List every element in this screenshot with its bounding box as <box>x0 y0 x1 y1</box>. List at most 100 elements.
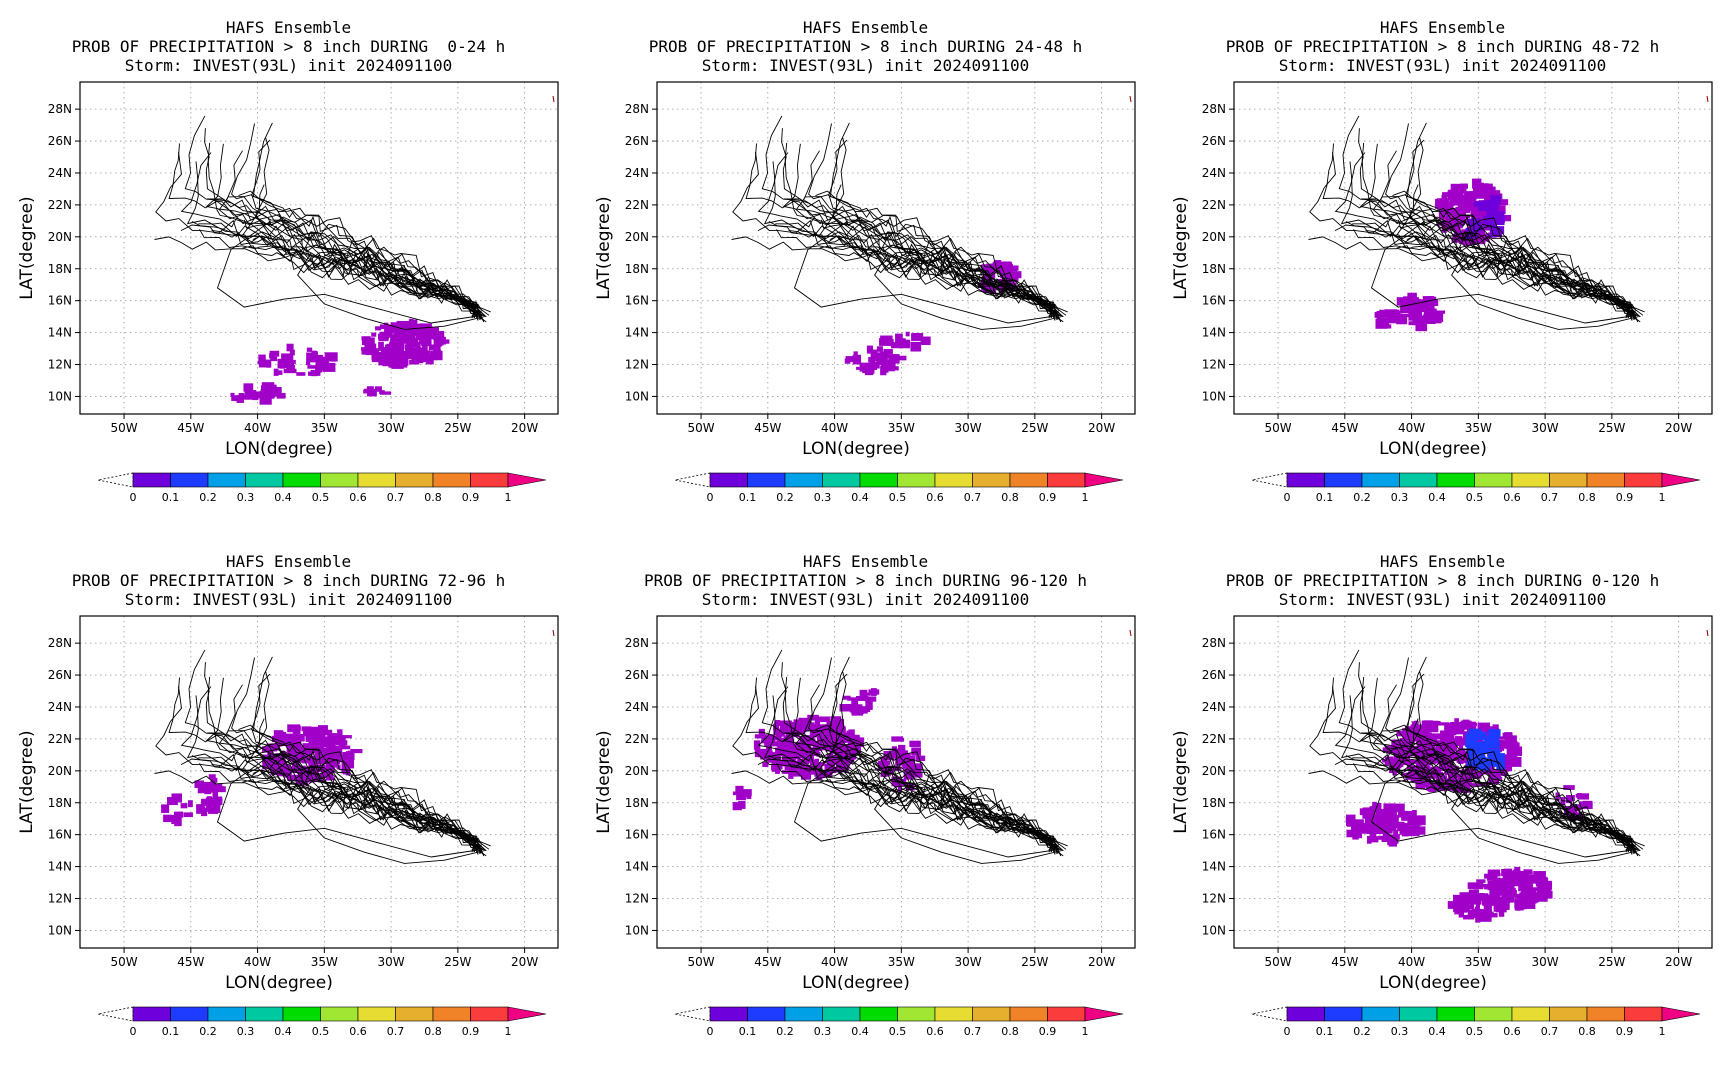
precip-cell <box>307 365 320 369</box>
lat-tick-label: 18N <box>1202 262 1226 276</box>
colorbar-label: 0 <box>707 491 714 504</box>
lat-tick-label: 20N <box>48 764 72 778</box>
precip-cell <box>262 761 275 770</box>
precip-cell <box>1477 722 1490 732</box>
precip-cell <box>1423 720 1433 727</box>
lat-tick-label: 22N <box>1202 198 1226 212</box>
precip-cell <box>284 770 292 774</box>
precip-cell <box>880 335 893 345</box>
track-line <box>1334 152 1644 316</box>
precip-cell <box>809 730 817 738</box>
precip-cell <box>916 755 926 762</box>
track-line <box>1385 657 1633 853</box>
precip-cell <box>1354 823 1361 831</box>
precip-cell <box>335 753 342 761</box>
precip-cell <box>1379 319 1390 328</box>
precip-cell <box>265 388 278 396</box>
y-axis-label: LAT(degree) <box>17 730 37 833</box>
colorbar-label: 0.5 <box>312 491 330 504</box>
precip-cell <box>1416 779 1422 786</box>
precip-cell <box>1003 263 1013 270</box>
precip-cell <box>1429 299 1436 306</box>
precip-cell <box>802 741 808 752</box>
precip-cell <box>865 696 877 702</box>
track-line <box>1334 686 1644 850</box>
precip-cell <box>1369 806 1376 815</box>
precip-cell <box>1415 826 1426 835</box>
precip-cell <box>301 726 312 732</box>
precip-cell-high <box>1471 745 1483 753</box>
precip-cell <box>1503 870 1515 875</box>
precip-cell <box>1442 754 1453 760</box>
precip-cell <box>1350 821 1357 832</box>
colorbar-swatch <box>1047 472 1086 488</box>
precip-cell <box>830 716 842 727</box>
precip-cell <box>1009 271 1022 279</box>
precip-cell <box>776 763 782 769</box>
precip-cell <box>865 701 873 710</box>
precip-cell <box>1412 745 1424 756</box>
precip-cell <box>1523 895 1533 900</box>
precip-cell <box>380 353 391 358</box>
precip-cell <box>391 341 400 347</box>
track-line <box>184 649 478 852</box>
precip-cell <box>766 743 772 751</box>
colorbar-label: 0.7 <box>964 491 982 504</box>
lat-tick-label: 12N <box>1202 892 1226 906</box>
precip-cell <box>1451 186 1463 197</box>
lon-tick-label: 20W <box>511 955 538 969</box>
precip-cell <box>1447 901 1461 909</box>
lat-tick-label: 24N <box>625 700 649 714</box>
precip-cell <box>1430 733 1443 740</box>
precip-cell <box>899 748 906 756</box>
precip-cell <box>375 326 382 331</box>
colorbar-swatch <box>282 472 321 488</box>
precip-cell <box>767 750 773 756</box>
colorbar-swatch <box>1511 472 1550 488</box>
precip-cell <box>280 735 292 744</box>
colorbar-swatch <box>1009 1006 1048 1022</box>
colorbar-label: 0.2 <box>199 491 217 504</box>
lat-tick-label: 12N <box>48 892 72 906</box>
lat-tick-label: 14N <box>1202 326 1226 340</box>
precip-cell <box>832 725 846 730</box>
precip-cell <box>214 786 226 793</box>
lat-tick-label: 22N <box>625 732 649 746</box>
track-line <box>252 122 482 320</box>
colorbar-label: 0 <box>707 1025 714 1038</box>
colorbar-swatch <box>207 472 246 488</box>
colorbar-over-arrow <box>1084 1006 1124 1022</box>
lon-tick-label: 25W <box>1598 421 1625 435</box>
precip-cell <box>1452 894 1466 904</box>
track-line <box>1406 122 1636 320</box>
corner-mark <box>552 629 555 637</box>
precip-cell <box>1505 897 1515 903</box>
precip-cell <box>270 351 278 362</box>
colorbar-label: 0.3 <box>237 491 255 504</box>
precip-cell <box>1428 772 1439 779</box>
precip-cell <box>805 725 817 731</box>
lat-tick-label: 16N <box>625 294 649 308</box>
precip-cell <box>1394 834 1400 840</box>
precip-cell <box>340 755 347 760</box>
precip-cell <box>1439 730 1453 741</box>
precip-cell <box>902 759 915 769</box>
precip-cell <box>1458 760 1464 765</box>
precip-cell <box>1401 742 1408 750</box>
precip-cell <box>1412 308 1420 312</box>
precip-cell <box>814 723 821 729</box>
precip-cell <box>1452 234 1461 242</box>
precip-cell <box>266 362 271 368</box>
precip-cell <box>1406 765 1420 771</box>
precip-cell <box>900 753 911 759</box>
colorbar-swatch <box>934 472 973 488</box>
precip-cell <box>1520 888 1533 895</box>
precip-cell <box>203 784 210 789</box>
panel-storm-line: Storm: INVEST(93L) init 2024091100 <box>701 590 1030 609</box>
precip-cell <box>183 812 193 818</box>
colorbar-swatch <box>897 1006 936 1022</box>
colorbar-swatch <box>1324 472 1363 488</box>
precip-cell <box>1563 785 1575 790</box>
colorbar-swatch <box>395 472 434 488</box>
precip-cell <box>1432 312 1438 319</box>
